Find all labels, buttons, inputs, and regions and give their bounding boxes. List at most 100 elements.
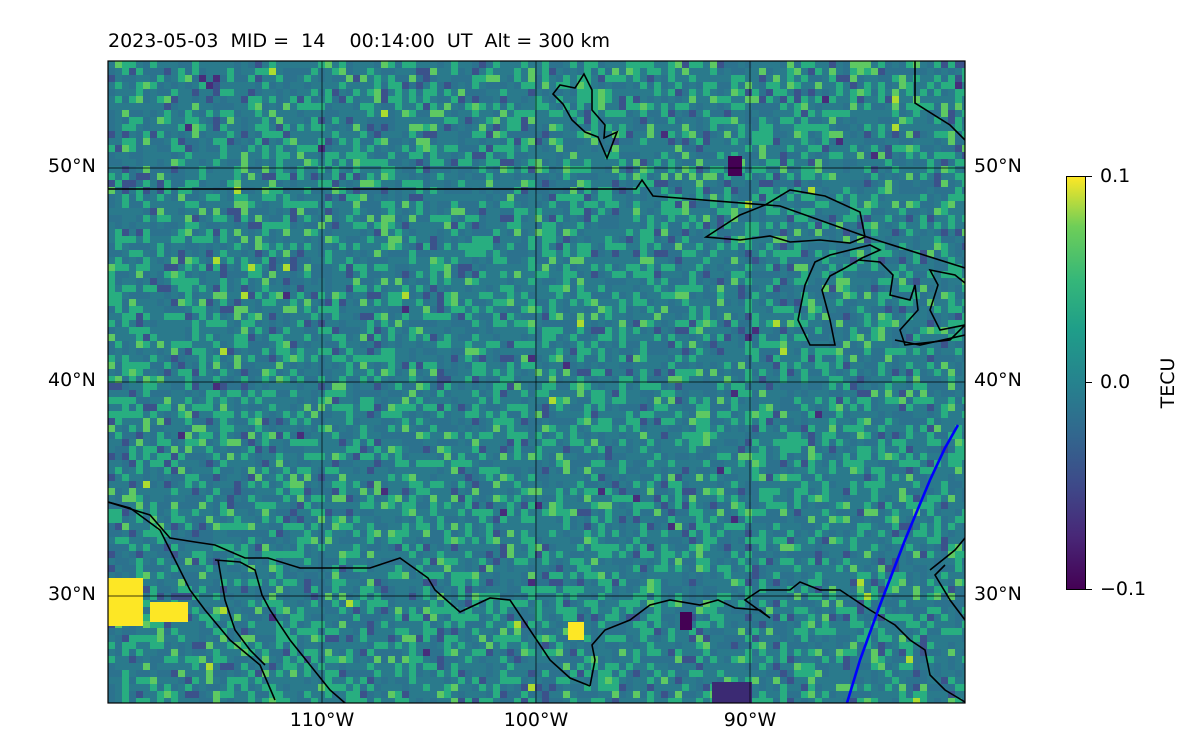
heatmap-cell <box>934 341 941 348</box>
heatmap-cell <box>941 61 948 68</box>
heatmap-cell <box>430 474 437 481</box>
heatmap-cell <box>878 96 885 103</box>
heatmap-cell <box>752 411 759 418</box>
heatmap-cell <box>311 103 318 110</box>
heatmap-cell <box>822 173 829 180</box>
heatmap-cell <box>738 327 745 334</box>
heatmap-cell <box>381 481 388 488</box>
heatmap-cell <box>668 180 675 187</box>
heatmap-cell <box>493 145 500 152</box>
heatmap-cell <box>542 124 549 131</box>
heatmap-cell <box>941 285 948 292</box>
heatmap-cell <box>752 138 759 145</box>
heatmap-cell <box>647 404 654 411</box>
heatmap-cell <box>220 488 227 495</box>
heatmap-cell <box>619 390 626 397</box>
heatmap-cell <box>619 404 626 411</box>
heatmap-cell <box>934 236 941 243</box>
heatmap-cell <box>507 446 514 453</box>
heatmap-cell <box>402 166 409 173</box>
heatmap-cell <box>472 411 479 418</box>
heatmap-cell <box>752 467 759 474</box>
heatmap-cell <box>437 89 444 96</box>
heatmap-cell <box>248 383 255 390</box>
heatmap-cell <box>675 278 682 285</box>
heatmap-cell <box>451 159 458 166</box>
heatmap-cell <box>507 467 514 474</box>
heatmap-cell <box>381 173 388 180</box>
heatmap-cell <box>549 166 556 173</box>
heatmap-cell <box>500 159 507 166</box>
heatmap-cell <box>584 453 591 460</box>
heatmap-cell <box>920 229 927 236</box>
heatmap-cell <box>619 173 626 180</box>
heatmap-cell <box>283 390 290 397</box>
heatmap-cell <box>878 285 885 292</box>
heatmap-cell <box>486 117 493 124</box>
heatmap-cell <box>906 313 913 320</box>
heatmap-cell <box>213 460 220 467</box>
heatmap-cell <box>108 355 115 362</box>
heatmap-cell <box>941 488 948 495</box>
heatmap-cell <box>717 460 724 467</box>
heatmap-cell <box>850 481 857 488</box>
heatmap-cell <box>472 383 479 390</box>
heatmap-cell <box>108 243 115 250</box>
heatmap-cell <box>892 397 899 404</box>
heatmap-cell <box>206 250 213 257</box>
heatmap-cell <box>815 75 822 82</box>
heatmap-cell <box>619 306 626 313</box>
heatmap-cell <box>626 271 633 278</box>
heatmap-cell <box>472 271 479 278</box>
heatmap-cell <box>794 117 801 124</box>
heatmap-cell <box>794 243 801 250</box>
heatmap-cell <box>745 229 752 236</box>
heatmap-cell <box>696 474 703 481</box>
heatmap-cell <box>850 194 857 201</box>
heatmap-cell <box>738 341 745 348</box>
heatmap-cell <box>374 320 381 327</box>
heatmap-cell <box>773 285 780 292</box>
heatmap-cell <box>941 236 948 243</box>
heatmap-cell <box>878 313 885 320</box>
heatmap-cell <box>696 159 703 166</box>
heatmap-cell <box>724 180 731 187</box>
heatmap-cell <box>773 75 780 82</box>
heatmap-cell <box>766 446 773 453</box>
heatmap-cell <box>143 285 150 292</box>
heatmap-cell <box>878 467 885 474</box>
heatmap-cell <box>920 222 927 229</box>
heatmap-cell <box>360 103 367 110</box>
heatmap-cell <box>269 355 276 362</box>
heatmap-cell <box>430 390 437 397</box>
heatmap-cell <box>871 327 878 334</box>
heatmap-cell <box>332 117 339 124</box>
heatmap-cell <box>696 152 703 159</box>
heatmap-cell <box>822 488 829 495</box>
heatmap-cell <box>122 383 129 390</box>
heatmap-cell <box>962 131 965 138</box>
heatmap-cell <box>388 432 395 439</box>
heatmap-cell <box>584 82 591 89</box>
heatmap-cell <box>241 418 248 425</box>
heatmap-cell <box>430 271 437 278</box>
heatmap-cell <box>423 278 430 285</box>
heatmap-cell <box>360 152 367 159</box>
heatmap-cell <box>241 432 248 439</box>
heatmap-cell <box>661 117 668 124</box>
heatmap-cell <box>710 61 717 68</box>
heatmap-cell <box>738 187 745 194</box>
heatmap-cell <box>766 222 773 229</box>
heatmap-cell <box>185 278 192 285</box>
heatmap-cell <box>577 180 584 187</box>
heatmap-cell <box>409 411 416 418</box>
heatmap-cell <box>514 271 521 278</box>
heatmap-cell <box>325 341 332 348</box>
heatmap-cell <box>234 201 241 208</box>
heatmap-cell <box>353 138 360 145</box>
heatmap-cell <box>493 376 500 383</box>
heatmap-cell <box>773 250 780 257</box>
heatmap-cell <box>381 215 388 222</box>
heatmap-cell <box>535 159 542 166</box>
heatmap-cell <box>906 474 913 481</box>
